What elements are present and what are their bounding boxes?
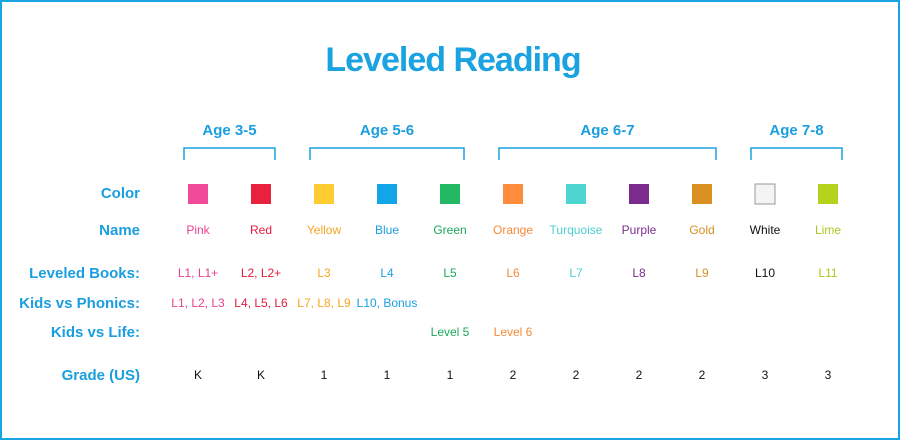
level-name: Orange xyxy=(493,223,533,237)
cell-books: L5 xyxy=(443,266,457,280)
color-swatch xyxy=(440,184,460,204)
color-swatch xyxy=(818,184,838,204)
age-label: Age 6-7 xyxy=(580,122,634,139)
color-swatch xyxy=(377,184,397,204)
cell-life: Level 5 xyxy=(431,325,470,339)
age-label: Age 3-5 xyxy=(202,122,256,139)
cell-books: L9 xyxy=(695,266,709,280)
age-label: Age 5-6 xyxy=(360,122,414,139)
cell-books: L1, L1+ xyxy=(178,266,218,280)
level-name: Turquoise xyxy=(550,223,603,237)
cell-phonics: L4, L5, L6 xyxy=(234,296,288,310)
cell-books: L10 xyxy=(755,266,775,280)
cell-books: L2, L2+ xyxy=(241,266,281,280)
color-swatch xyxy=(629,184,649,204)
age-bracket xyxy=(498,147,717,160)
level-name: Lime xyxy=(815,223,841,237)
row-label: Kids vs Life: xyxy=(51,324,140,341)
age-label: Age 7-8 xyxy=(769,122,823,139)
age-bracket xyxy=(750,147,843,160)
level-name: Gold xyxy=(689,223,714,237)
cell-books: L6 xyxy=(506,266,520,280)
age-bracket xyxy=(309,147,465,160)
grade: K xyxy=(194,368,202,382)
grade: 3 xyxy=(825,368,832,382)
row-label: Grade (US) xyxy=(62,367,140,384)
grade: 2 xyxy=(636,368,643,382)
grade: 2 xyxy=(510,368,517,382)
level-name: Purple xyxy=(622,223,657,237)
cell-books: L8 xyxy=(632,266,646,280)
row-label: Leveled Books: xyxy=(29,265,140,282)
grade: 1 xyxy=(447,368,454,382)
cell-phonics: L10, Bonus xyxy=(357,296,418,310)
level-name: Yellow xyxy=(307,223,342,237)
color-swatch xyxy=(692,184,712,204)
level-name: White xyxy=(750,223,781,237)
grade: 1 xyxy=(384,368,391,382)
grade: 1 xyxy=(321,368,328,382)
age-bracket xyxy=(183,147,276,160)
grade: 2 xyxy=(699,368,706,382)
level-name: Red xyxy=(250,223,272,237)
cell-books: L11 xyxy=(818,266,837,280)
color-swatch xyxy=(251,184,271,204)
cell-books: L3 xyxy=(317,266,331,280)
row-label: Color xyxy=(101,185,140,202)
cell-phonics: L7, L8, L9 xyxy=(297,296,351,310)
grade: 3 xyxy=(762,368,769,382)
cell-books: L4 xyxy=(380,266,394,280)
title: Leveled Reading xyxy=(325,41,580,79)
grade: 2 xyxy=(573,368,580,382)
cell-phonics: L1, L2, L3 xyxy=(171,296,225,310)
color-swatch xyxy=(503,184,523,204)
color-swatch xyxy=(188,184,208,204)
row-label: Name xyxy=(99,222,140,239)
level-name: Green xyxy=(433,223,466,237)
cell-life: Level 6 xyxy=(494,325,533,339)
level-name: Pink xyxy=(186,223,210,237)
color-swatch xyxy=(314,184,334,204)
color-swatch xyxy=(566,184,586,204)
row-label: Kids vs Phonics: xyxy=(19,295,140,312)
cell-books: L7 xyxy=(569,266,583,280)
grade: K xyxy=(257,368,265,382)
color-swatch xyxy=(754,183,776,205)
level-name: Blue xyxy=(375,223,399,237)
